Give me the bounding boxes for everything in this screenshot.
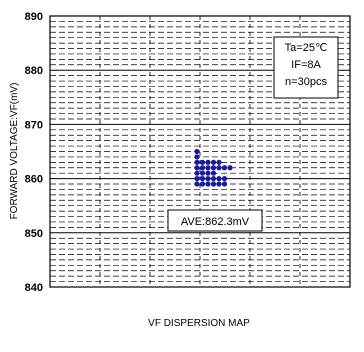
data-point (199, 176, 206, 182)
data-point (205, 181, 211, 187)
y-tick-label: 840 (25, 282, 43, 294)
data-point (194, 159, 200, 165)
data-point (210, 159, 217, 165)
data-point (216, 181, 222, 187)
data-point (194, 170, 200, 176)
data-point (221, 181, 228, 187)
y-tick-label: 850 (25, 228, 43, 240)
data-point (194, 154, 200, 160)
data-point (194, 148, 200, 155)
data-point (221, 176, 228, 182)
condition-sample-count: n=30pcs (285, 76, 327, 88)
data-point (199, 170, 206, 176)
y-tick-label: 870 (25, 119, 43, 131)
data-point (199, 159, 206, 165)
data-point (205, 165, 211, 171)
condition-temperature: Ta=25℃ (285, 42, 328, 54)
y-tick-labels: 840 850 860 870 880 890 (25, 11, 43, 294)
data-point (216, 165, 222, 171)
data-point (210, 165, 217, 171)
plot-frame (49, 15, 351, 288)
data-point (210, 170, 217, 176)
average-label: AVE:862.3mV (181, 216, 250, 228)
data-point (205, 176, 211, 182)
y-tick-label: 880 (25, 65, 43, 77)
data-point (194, 165, 200, 171)
data-point (199, 165, 206, 171)
data-point (210, 181, 217, 187)
data-points (194, 148, 233, 187)
conditions-box: Ta=25℃ IF=8A n=30pcs (273, 36, 339, 99)
data-point (216, 159, 222, 165)
data-point (227, 165, 233, 171)
data-point (194, 176, 200, 182)
data-point (205, 159, 211, 165)
data-point (194, 181, 200, 187)
y-tick-label: 860 (25, 174, 43, 186)
x-axis-label: VF DISPERSION MAP (148, 318, 250, 329)
data-point (205, 170, 211, 176)
data-point (221, 165, 228, 171)
y-axis-label: FORWARD VOLTAGE:VF(mV) (9, 83, 20, 220)
average-box: AVE:862.3mV (167, 209, 263, 232)
data-point (199, 181, 206, 187)
y-tick-label: 890 (25, 11, 43, 23)
condition-current: IF=8A (291, 59, 321, 71)
data-point (216, 176, 222, 182)
data-point (210, 176, 217, 182)
